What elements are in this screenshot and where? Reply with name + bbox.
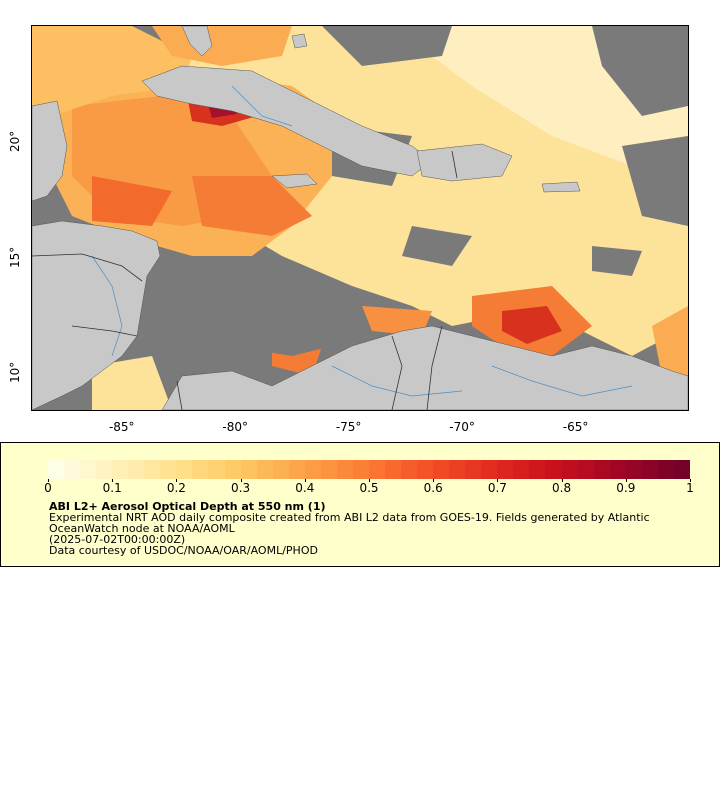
colorbar-cell bbox=[417, 460, 434, 479]
colorbar bbox=[48, 460, 690, 479]
colorbar-tick bbox=[625, 479, 627, 482]
colorbar-cell bbox=[513, 460, 530, 479]
aod-map bbox=[32, 26, 688, 410]
colorbar-tick bbox=[369, 479, 370, 482]
colorbar-cell bbox=[609, 460, 626, 479]
colorbar-cell bbox=[529, 460, 546, 479]
colorbar-cell bbox=[176, 460, 193, 479]
colorbar-tick bbox=[304, 479, 306, 482]
colorbar-cell bbox=[352, 460, 369, 479]
colorbar-cell bbox=[96, 460, 113, 479]
colorbar-cell bbox=[128, 460, 145, 479]
legend-text: ABI L2+ Aerosol Optical Depth at 550 nm … bbox=[49, 501, 689, 556]
colorbar-cell bbox=[288, 460, 305, 479]
colorbar-cell bbox=[433, 460, 450, 479]
colorbar-cell bbox=[256, 460, 273, 479]
colorbar-cell bbox=[625, 460, 642, 479]
colorbar-tick bbox=[112, 479, 114, 482]
colorbar-tick-label: 0.3 bbox=[231, 481, 251, 495]
colorbar-cell bbox=[320, 460, 337, 479]
colorbar-tick-label: 0.7 bbox=[487, 481, 507, 495]
legend-description: Experimental NRT AOD daily composite cre… bbox=[49, 511, 650, 535]
colorbar-tick-label: 0.8 bbox=[552, 481, 572, 495]
colorbar-cell bbox=[48, 460, 65, 479]
colorbar-cell bbox=[449, 460, 466, 479]
colorbar-cell bbox=[240, 460, 257, 479]
longitude-tick-label: -80° bbox=[222, 420, 249, 434]
colorbar-cell bbox=[545, 460, 562, 479]
colorbar-cell bbox=[144, 460, 161, 479]
colorbar-tick-label: 0.9 bbox=[616, 481, 636, 495]
colorbar-cell bbox=[577, 460, 594, 479]
colorbar-cell bbox=[192, 460, 209, 479]
colorbar-tick-label: 0 bbox=[44, 481, 52, 495]
colorbar-tick bbox=[561, 479, 563, 482]
colorbar-cell bbox=[336, 460, 353, 479]
latitude-tick-label: 20° bbox=[8, 130, 22, 153]
legend-panel: 0 0.1 0.2 0.3 0.4 0.5 0.6 0.7 0.8 0.9 1 ABI L2+ Ae… bbox=[0, 442, 720, 567]
colorbar-cell bbox=[224, 460, 241, 479]
colorbar-cell bbox=[465, 460, 482, 479]
colorbar-tick bbox=[240, 479, 242, 482]
latitude-tick-label: 15° bbox=[8, 246, 22, 268]
latitude-tick-label: 10° bbox=[8, 362, 22, 384]
colorbar-cell bbox=[304, 460, 321, 479]
colorbar-tick-label: 0.4 bbox=[295, 481, 315, 495]
colorbar-tick bbox=[176, 479, 178, 482]
longitude-tick-label: -85° bbox=[108, 420, 135, 434]
legend-date: (2025-07-02T00:00:00Z) bbox=[49, 533, 186, 546]
colorbar-cell bbox=[641, 460, 658, 479]
colorbar-cell bbox=[401, 460, 418, 479]
colorbar-tick-label: 0.6 bbox=[423, 481, 443, 495]
longitude-tick-label: -75° bbox=[335, 420, 362, 434]
colorbar-tick-label: 0.5 bbox=[359, 481, 379, 495]
colorbar-tick-label: 0.2 bbox=[166, 481, 186, 495]
colorbar-cell bbox=[657, 460, 674, 479]
colorbar-cell bbox=[384, 460, 402, 479]
colorbar-tick bbox=[690, 479, 691, 482]
colorbar-tick-label: 1 bbox=[686, 481, 694, 495]
colorbar-cell bbox=[561, 460, 578, 479]
colorbar-tick bbox=[497, 479, 499, 482]
colorbar-cell bbox=[112, 460, 129, 479]
colorbar-tick bbox=[48, 479, 49, 482]
colorbar-cell bbox=[673, 460, 690, 479]
colorbar-cell bbox=[272, 460, 289, 479]
colorbar-cell bbox=[160, 460, 177, 479]
colorbar-cell bbox=[481, 460, 498, 479]
longitude-tick-label: -70° bbox=[449, 420, 475, 434]
rivers bbox=[91, 85, 633, 397]
colorbar-tick bbox=[433, 479, 435, 482]
country-borders bbox=[32, 150, 458, 410]
colorbar-cell bbox=[593, 460, 610, 479]
colorbar-cell bbox=[368, 460, 385, 479]
colorbar-cell bbox=[64, 460, 81, 479]
land-masses bbox=[32, 26, 688, 410]
legend-title: ABI L2+ Aerosol Optical Depth at 550 nm … bbox=[49, 500, 326, 513]
legend-credit: Data courtesy of USDOC/NOAA/OAR/AOML/PHO… bbox=[49, 544, 318, 557]
colorbar-cell bbox=[80, 460, 97, 479]
colorbar-cell bbox=[208, 460, 225, 479]
colorbar-cell bbox=[497, 460, 514, 479]
map-panel bbox=[31, 25, 689, 411]
longitude-tick-label: -65° bbox=[562, 420, 589, 434]
colorbar-tick-label: 0.1 bbox=[102, 481, 122, 495]
